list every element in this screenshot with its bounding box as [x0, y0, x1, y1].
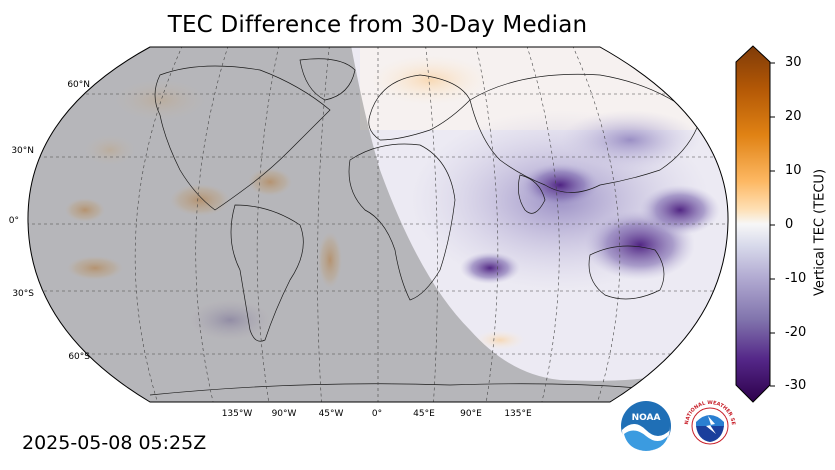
colorbar-tick: 20	[785, 109, 802, 124]
colorbar-tick: 0	[785, 217, 794, 232]
nws-logo-icon: NATIONAL WEATHER SERVICE	[682, 398, 736, 452]
colorbar-tick: -30	[785, 378, 807, 393]
lat-label: 60°S	[68, 352, 90, 362]
lon-label: 135°W	[221, 409, 253, 419]
lon-label: 0°	[371, 409, 383, 419]
noaa-logo-icon: NOAA	[621, 401, 671, 451]
lon-label: 90°E	[460, 409, 482, 419]
graticule	[27, 47, 729, 402]
lat-label: 30°N	[11, 146, 34, 156]
lon-label: 90°W	[271, 409, 297, 419]
colorbar	[735, 45, 775, 403]
svg-text:NOAA: NOAA	[632, 413, 661, 423]
colorbar-tick: 10	[785, 163, 802, 178]
colorbar-tick: -20	[785, 325, 807, 340]
colorbar-tick: 30	[785, 55, 802, 70]
map-outline	[27, 46, 729, 403]
timestamp: 2025-05-08 05:25Z	[22, 432, 207, 454]
tec-field	[27, 47, 729, 402]
lat-label: 60°N	[67, 80, 90, 90]
lon-label: 45°E	[413, 409, 435, 419]
colorbar-tick: -10	[785, 271, 807, 286]
colorbar-label: Vertical TEC (TECU)	[812, 168, 828, 297]
lon-label: 135°E	[504, 409, 532, 419]
lat-label: 30°S	[12, 289, 34, 299]
lat-label: 0°	[8, 216, 19, 226]
chart-title: TEC Difference from 30-Day Median	[167, 12, 588, 38]
coastlines	[149, 58, 701, 396]
lon-label: 45°W	[318, 409, 344, 419]
